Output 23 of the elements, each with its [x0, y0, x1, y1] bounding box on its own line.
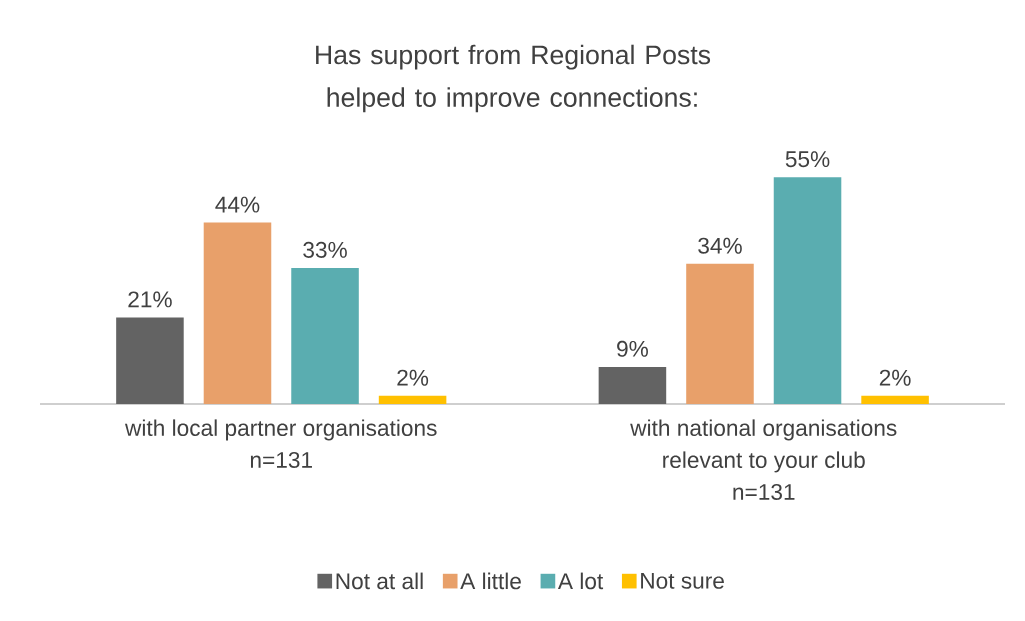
data-label: 33% [303, 241, 347, 258]
bar [116, 317, 184, 404]
bar [686, 263, 754, 404]
bar [203, 222, 272, 404]
data-label: 34% [698, 237, 742, 254]
data-label: 21% [128, 291, 172, 308]
x-tick-label: with local partner organisations n=131 [124, 419, 437, 469]
bar [378, 395, 447, 404]
legend-label: Not sure [641, 572, 724, 589]
x-tick-label: with national organisations relevant to your club n=131 [630, 419, 897, 501]
bar [291, 267, 359, 404]
data-label: 2% [397, 369, 429, 386]
legend-label: A lot [557, 572, 604, 590]
bar [598, 366, 667, 404]
data-label: 2% [879, 369, 911, 386]
bar [773, 177, 842, 404]
chart-title: Has support from Regional Posts helped to improve connections: [316, 44, 711, 113]
bar [861, 395, 929, 404]
legend-label: A little [460, 572, 521, 590]
legend-label: Not at all [336, 572, 423, 590]
data-label: 44% [215, 196, 260, 213]
data-label: 55% [785, 151, 830, 168]
data-label: 9% [617, 340, 648, 357]
